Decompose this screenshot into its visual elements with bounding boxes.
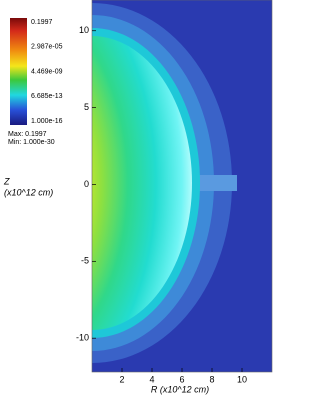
colorbar-label: 6.685e-13 (31, 93, 63, 100)
colorbar-label: 0.1997 (31, 19, 53, 26)
y-tick-label: 10 (79, 25, 89, 35)
colorbar-label: 2.987e-05 (31, 44, 63, 51)
x-tick-label: 2 (119, 374, 124, 384)
x-tick-label: 10 (237, 374, 247, 384)
x-tick-label: 4 (149, 374, 154, 384)
x-tick-label: 8 (209, 374, 214, 384)
y-axis-label: (x10^12 cm) (4, 187, 53, 197)
y-tick-label: 0 (84, 179, 89, 189)
colorbar (10, 18, 27, 125)
min-label: Min: 1.000e-30 (8, 139, 55, 146)
field (92, 0, 272, 372)
colorbar-label: 1.000e-16 (31, 118, 63, 125)
max-label: Max: 0.1997 (8, 131, 47, 138)
x-axis-label: R (x10^12 cm) (151, 384, 209, 394)
y-axis-label: Z (3, 176, 10, 186)
y-tick-label: -5 (81, 256, 89, 266)
x-tick-label: 6 (179, 374, 184, 384)
y-tick-label: -10 (76, 333, 89, 343)
chart: Max: 0.1997 Min: 1.000e-30 Z (x10^12 cm)… (3, 0, 273, 394)
colorbar-label: 4.469e-09 (31, 68, 63, 75)
y-tick-label: 5 (84, 102, 89, 112)
